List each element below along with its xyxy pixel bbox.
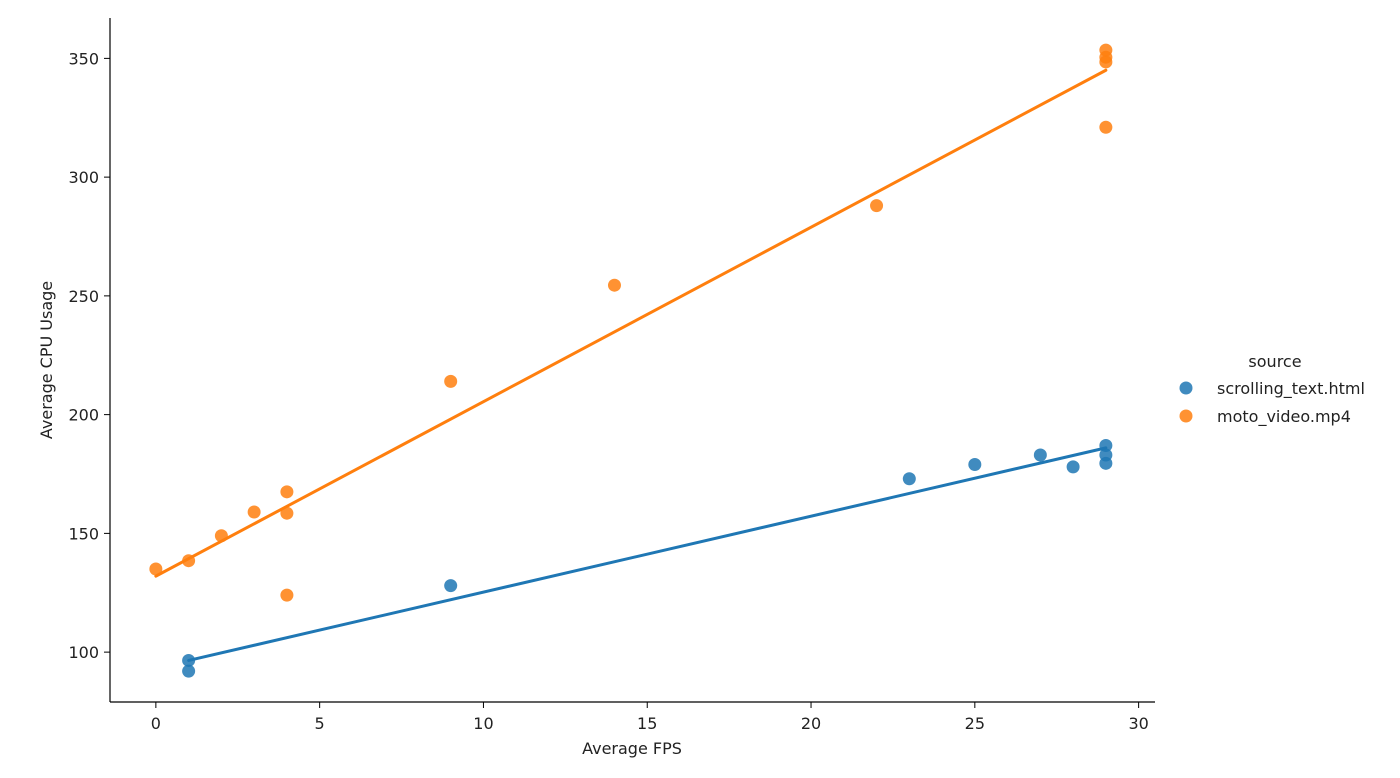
x-tick-label: 10 [473, 714, 493, 733]
regression-lines [154, 68, 1108, 662]
data-point-scrolling-text-html [1066, 460, 1080, 474]
data-point-moto-video-mp4 [247, 505, 261, 519]
legend-marker-moto-video [1179, 409, 1193, 423]
data-point-moto-video-mp4 [214, 529, 228, 543]
data-point-moto-video-mp4 [1099, 120, 1113, 134]
legend: source scrolling_text.html moto_video.mp… [1179, 352, 1365, 427]
y-tick-label: 250 [68, 287, 99, 306]
legend-title: source [1248, 352, 1301, 371]
y-tick-label: 300 [68, 168, 99, 187]
x-axis-label: Average FPS [582, 739, 682, 758]
data-point-scrolling-text-html [1033, 448, 1047, 462]
regression-line-moto-video-mp4 [154, 68, 1108, 578]
x-tick-label: 0 [151, 714, 161, 733]
data-point-scrolling-text-html [1099, 439, 1113, 452]
data-point-moto-video-mp4 [607, 278, 621, 292]
axes: 0 5 10 15 20 25 30 100 150 200 250 300 350 [68, 18, 1155, 733]
x-tick-label: 25 [965, 714, 985, 733]
data-point-moto-video-mp4 [280, 588, 294, 602]
y-tick-label: 150 [68, 524, 99, 543]
data-point-scrolling-text-html [444, 579, 458, 593]
data-point-scrolling-text-html [182, 664, 196, 678]
data-point-moto-video-mp4 [444, 374, 458, 388]
data-point-scrolling-text-html [968, 458, 982, 471]
data-point-scrolling-text-html [182, 653, 196, 667]
y-tick-label: 100 [68, 643, 99, 662]
data-point-moto-video-mp4 [280, 485, 294, 499]
x-tick-label: 5 [315, 714, 325, 733]
x-tick-label: 15 [637, 714, 657, 733]
data-point-moto-video-mp4 [280, 506, 294, 520]
legend-label-moto-video: moto_video.mp4 [1217, 407, 1351, 427]
data-point-scrolling-text-html [902, 472, 916, 486]
data-points [149, 43, 1113, 678]
legend-label-scrolling-text: scrolling_text.html [1217, 379, 1365, 399]
y-tick-label: 350 [68, 49, 99, 68]
x-tick-label: 30 [1128, 714, 1148, 733]
data-point-moto-video-mp4 [1099, 55, 1113, 69]
x-tick-label: 20 [801, 714, 821, 733]
data-point-moto-video-mp4 [149, 562, 163, 576]
data-point-moto-video-mp4 [182, 554, 196, 568]
regression-line-scrolling-text-html [187, 446, 1108, 662]
data-point-scrolling-text-html [1099, 456, 1113, 470]
legend-marker-scrolling-text [1179, 381, 1193, 395]
y-axis-label: Average CPU Usage [37, 281, 56, 439]
data-point-moto-video-mp4 [870, 199, 884, 213]
y-tick-label: 200 [68, 406, 99, 425]
